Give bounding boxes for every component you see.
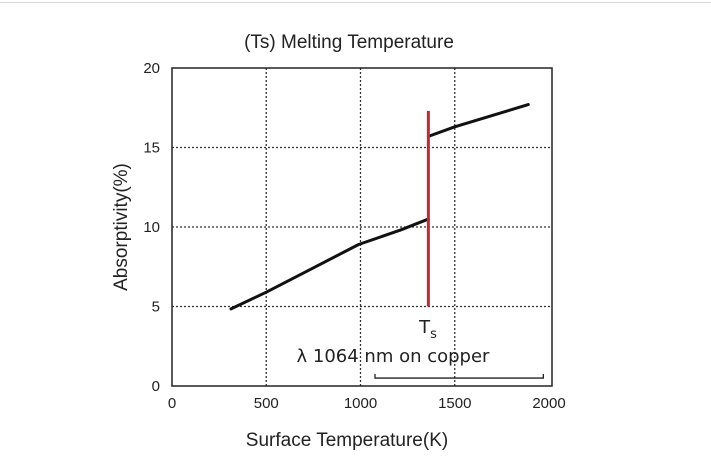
y-tick-label: 20 (143, 60, 160, 77)
wavelength-annotation: λ 1064 nm on copper (297, 346, 491, 367)
chart-title: (Ts) Melting Temperature (244, 32, 454, 53)
y-tick-label: 10 (143, 219, 160, 236)
series-line-solid (229, 217, 430, 311)
x-axis-label: Surface Temperature(K) (246, 430, 448, 451)
x-tick-label: 0 (168, 395, 176, 412)
series-line-liquid (426, 103, 530, 138)
y-tick-label: 15 (143, 140, 160, 157)
y-tick-label: 5 (152, 299, 160, 316)
plot-frame (171, 67, 553, 387)
x-tick-label: 500 (254, 395, 279, 412)
range-bracket (374, 374, 544, 379)
x-tick-label: 2000 (532, 395, 565, 412)
top-divider (0, 2, 711, 3)
melting-label: Ts (418, 317, 437, 342)
y-axis-label: Absorptivity(%) (111, 163, 132, 291)
y-tick-label: 0 (152, 378, 160, 395)
x-tick-label: 1000 (344, 395, 377, 412)
x-tick-label: 1500 (438, 395, 471, 412)
